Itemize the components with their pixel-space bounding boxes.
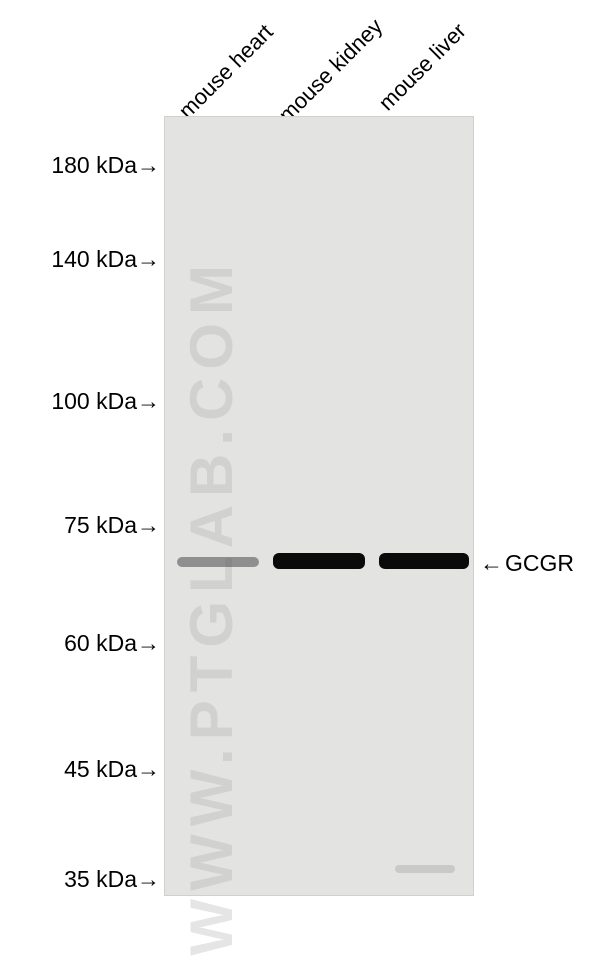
marker-45: 45 kDa→ [0, 756, 160, 783]
band-lane3-faint [395, 865, 455, 873]
marker-35: 35 kDa→ [0, 866, 160, 893]
blot-membrane: WWW.PTGLAB.COM [164, 116, 474, 896]
lane-label-2: mouse kidney [274, 14, 388, 128]
band-lane1-gcgr [177, 557, 259, 567]
band-lane2-gcgr [273, 553, 365, 569]
marker-75: 75 kDa→ [0, 512, 160, 539]
lane-label-3: mouse liver [374, 18, 472, 116]
watermark-text: WWW.PTGLAB.COM [177, 257, 246, 956]
target-label: GCGR [505, 550, 574, 577]
lane-labels-group: mouse heart mouse kidney mouse liver [170, 0, 480, 120]
target-arrow-icon: ← [480, 550, 503, 577]
western-blot-figure: mouse heart mouse kidney mouse liver WWW… [0, 0, 600, 903]
marker-100: 100 kDa→ [0, 388, 160, 415]
lane-label-1: mouse heart [174, 19, 279, 124]
marker-labels-group: 180 kDa→ 140 kDa→ 100 kDa→ 75 kDa→ 60 kD… [0, 0, 160, 903]
marker-140: 140 kDa→ [0, 246, 160, 273]
band-lane3-gcgr [379, 553, 469, 569]
marker-180: 180 kDa→ [0, 152, 160, 179]
marker-60: 60 kDa→ [0, 630, 160, 657]
